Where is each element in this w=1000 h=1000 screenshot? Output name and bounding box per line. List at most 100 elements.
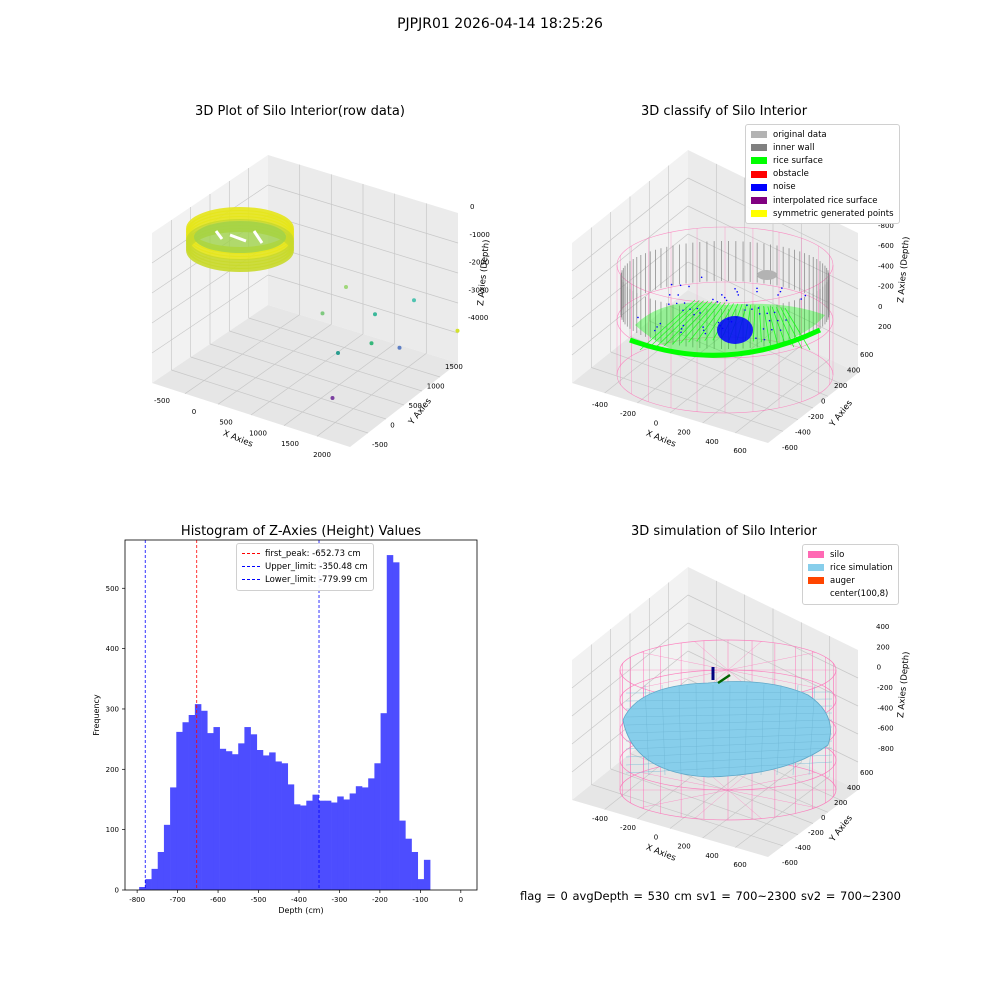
y-tick-label: 400 [847, 784, 860, 792]
rice-mesh-line [625, 726, 833, 734]
rice-mesh-line [625, 698, 833, 702]
legend-swatch [808, 577, 824, 585]
legend-line-swatch [242, 566, 260, 568]
outlier-point [455, 328, 460, 333]
noise-point [719, 324, 721, 327]
legend-swatch [751, 157, 767, 165]
rice-surface-stroke [752, 305, 756, 342]
y-tick-label: -400 [795, 429, 811, 437]
noise-point [768, 319, 771, 322]
histogram-bar [343, 799, 350, 890]
histogram-bar [349, 793, 357, 890]
rice-mesh-line [776, 684, 782, 776]
z-tick-label: -800 [878, 222, 894, 230]
rice-mesh-line [625, 705, 833, 710]
noise-point [700, 276, 703, 279]
legend-swatch [751, 197, 767, 205]
outlier-point [412, 298, 416, 303]
noise-point [668, 303, 670, 305]
histogram-bar [238, 743, 245, 890]
original-data-clump [757, 270, 777, 280]
z-axis-label: Z Axies (Depth) [896, 236, 912, 303]
floor-pane [572, 290, 858, 443]
status-readout: flag = 0 avgDepth = 530 cm sv1 = 700~230… [520, 889, 901, 903]
histogram-bar [374, 763, 381, 890]
histogram-bar [182, 722, 189, 890]
histogram-bar [157, 851, 165, 890]
histogram-title: Histogram of Z-Axies (Height) Values [180, 524, 422, 539]
noise-point [766, 312, 768, 315]
rice-mesh-line [678, 684, 682, 776]
noise-point [746, 304, 748, 307]
legend-entry: Upper_limit: -350.48 cm [242, 560, 368, 573]
y-tick-label: 500 [409, 402, 422, 410]
rice-mesh-line [644, 684, 650, 776]
plot-frame [124, 539, 478, 891]
legend-entry: original data [751, 128, 894, 141]
noise-point [712, 298, 714, 301]
histogram-bar [300, 805, 307, 890]
silo-bottom-spoke [727, 789, 816, 808]
noise-point [717, 321, 720, 324]
noise-point [776, 319, 779, 322]
histogram-bar [293, 804, 301, 890]
grid-line [571, 205, 689, 300]
rice-surface-stroke [639, 299, 696, 351]
histogram-bar [163, 824, 171, 890]
histogram-bar [170, 787, 177, 890]
histogram-bar [386, 555, 394, 890]
z-tick-label: -2000 [469, 259, 489, 267]
x-tick-label: 0 [654, 419, 658, 427]
noise-point [779, 329, 782, 331]
noise-point [737, 294, 740, 296]
z-tick-label: 0 [878, 303, 882, 311]
z-axis-label: Z Axies (Depth) [896, 651, 912, 718]
x-tick-label: 0 [192, 408, 196, 416]
raw-gap-marks [214, 230, 264, 244]
histogram-bar [281, 763, 289, 890]
rice-surface-stroke [771, 306, 787, 346]
x-axis-label: X Axies [644, 843, 677, 864]
noise-point [656, 326, 658, 328]
x-tick-label: 0 [654, 833, 658, 841]
rice-surface-stroke [784, 307, 811, 351]
noise-point [682, 309, 684, 312]
noise-point [757, 307, 760, 309]
legend-entry: rice simulation [808, 561, 893, 574]
silo-bottom-spoke [727, 789, 762, 819]
histogram-bar [256, 750, 264, 890]
outlier-point [336, 351, 340, 355]
legend-label: rice simulation [830, 562, 893, 573]
grid-line [571, 177, 689, 272]
legend-swatch [808, 564, 824, 572]
legend-label: original data [773, 129, 827, 140]
z-axis-label: Z Axies (Depth) [476, 239, 492, 306]
noise-point [702, 326, 704, 328]
histogram-bar [232, 754, 239, 890]
legend-entry: rice surface [751, 154, 894, 167]
noise-point [675, 302, 678, 305]
histogram-bar [324, 800, 332, 890]
figure-suptitle: PJPJR01 2026-04-14 18:25:26 [397, 16, 603, 32]
x-axis-label: Depth (cm) [278, 906, 323, 915]
noise-point [777, 294, 779, 296]
grid-line [267, 244, 459, 304]
z-tick-label: -600 [878, 242, 894, 250]
noise-point [771, 328, 773, 331]
rice-mesh-line [625, 719, 833, 726]
noise-point [751, 308, 753, 310]
histogram-bar [392, 562, 400, 890]
legend-label: inner wall [773, 142, 815, 153]
y-tick-label: 300 [106, 705, 119, 713]
classify-plot-title: 3D classify of Silo Interior [640, 104, 808, 119]
y-axis-label: Frequency [92, 694, 101, 736]
x-tick-label: 600 [733, 447, 746, 455]
histogram-bar [151, 868, 159, 890]
noise-point [677, 294, 679, 296]
histogram-bar [275, 761, 282, 890]
legend-label: rice surface [773, 155, 823, 166]
x-tick-label: 600 [733, 861, 746, 869]
noise-point [800, 298, 803, 300]
y-tick-label: -200 [808, 829, 824, 837]
